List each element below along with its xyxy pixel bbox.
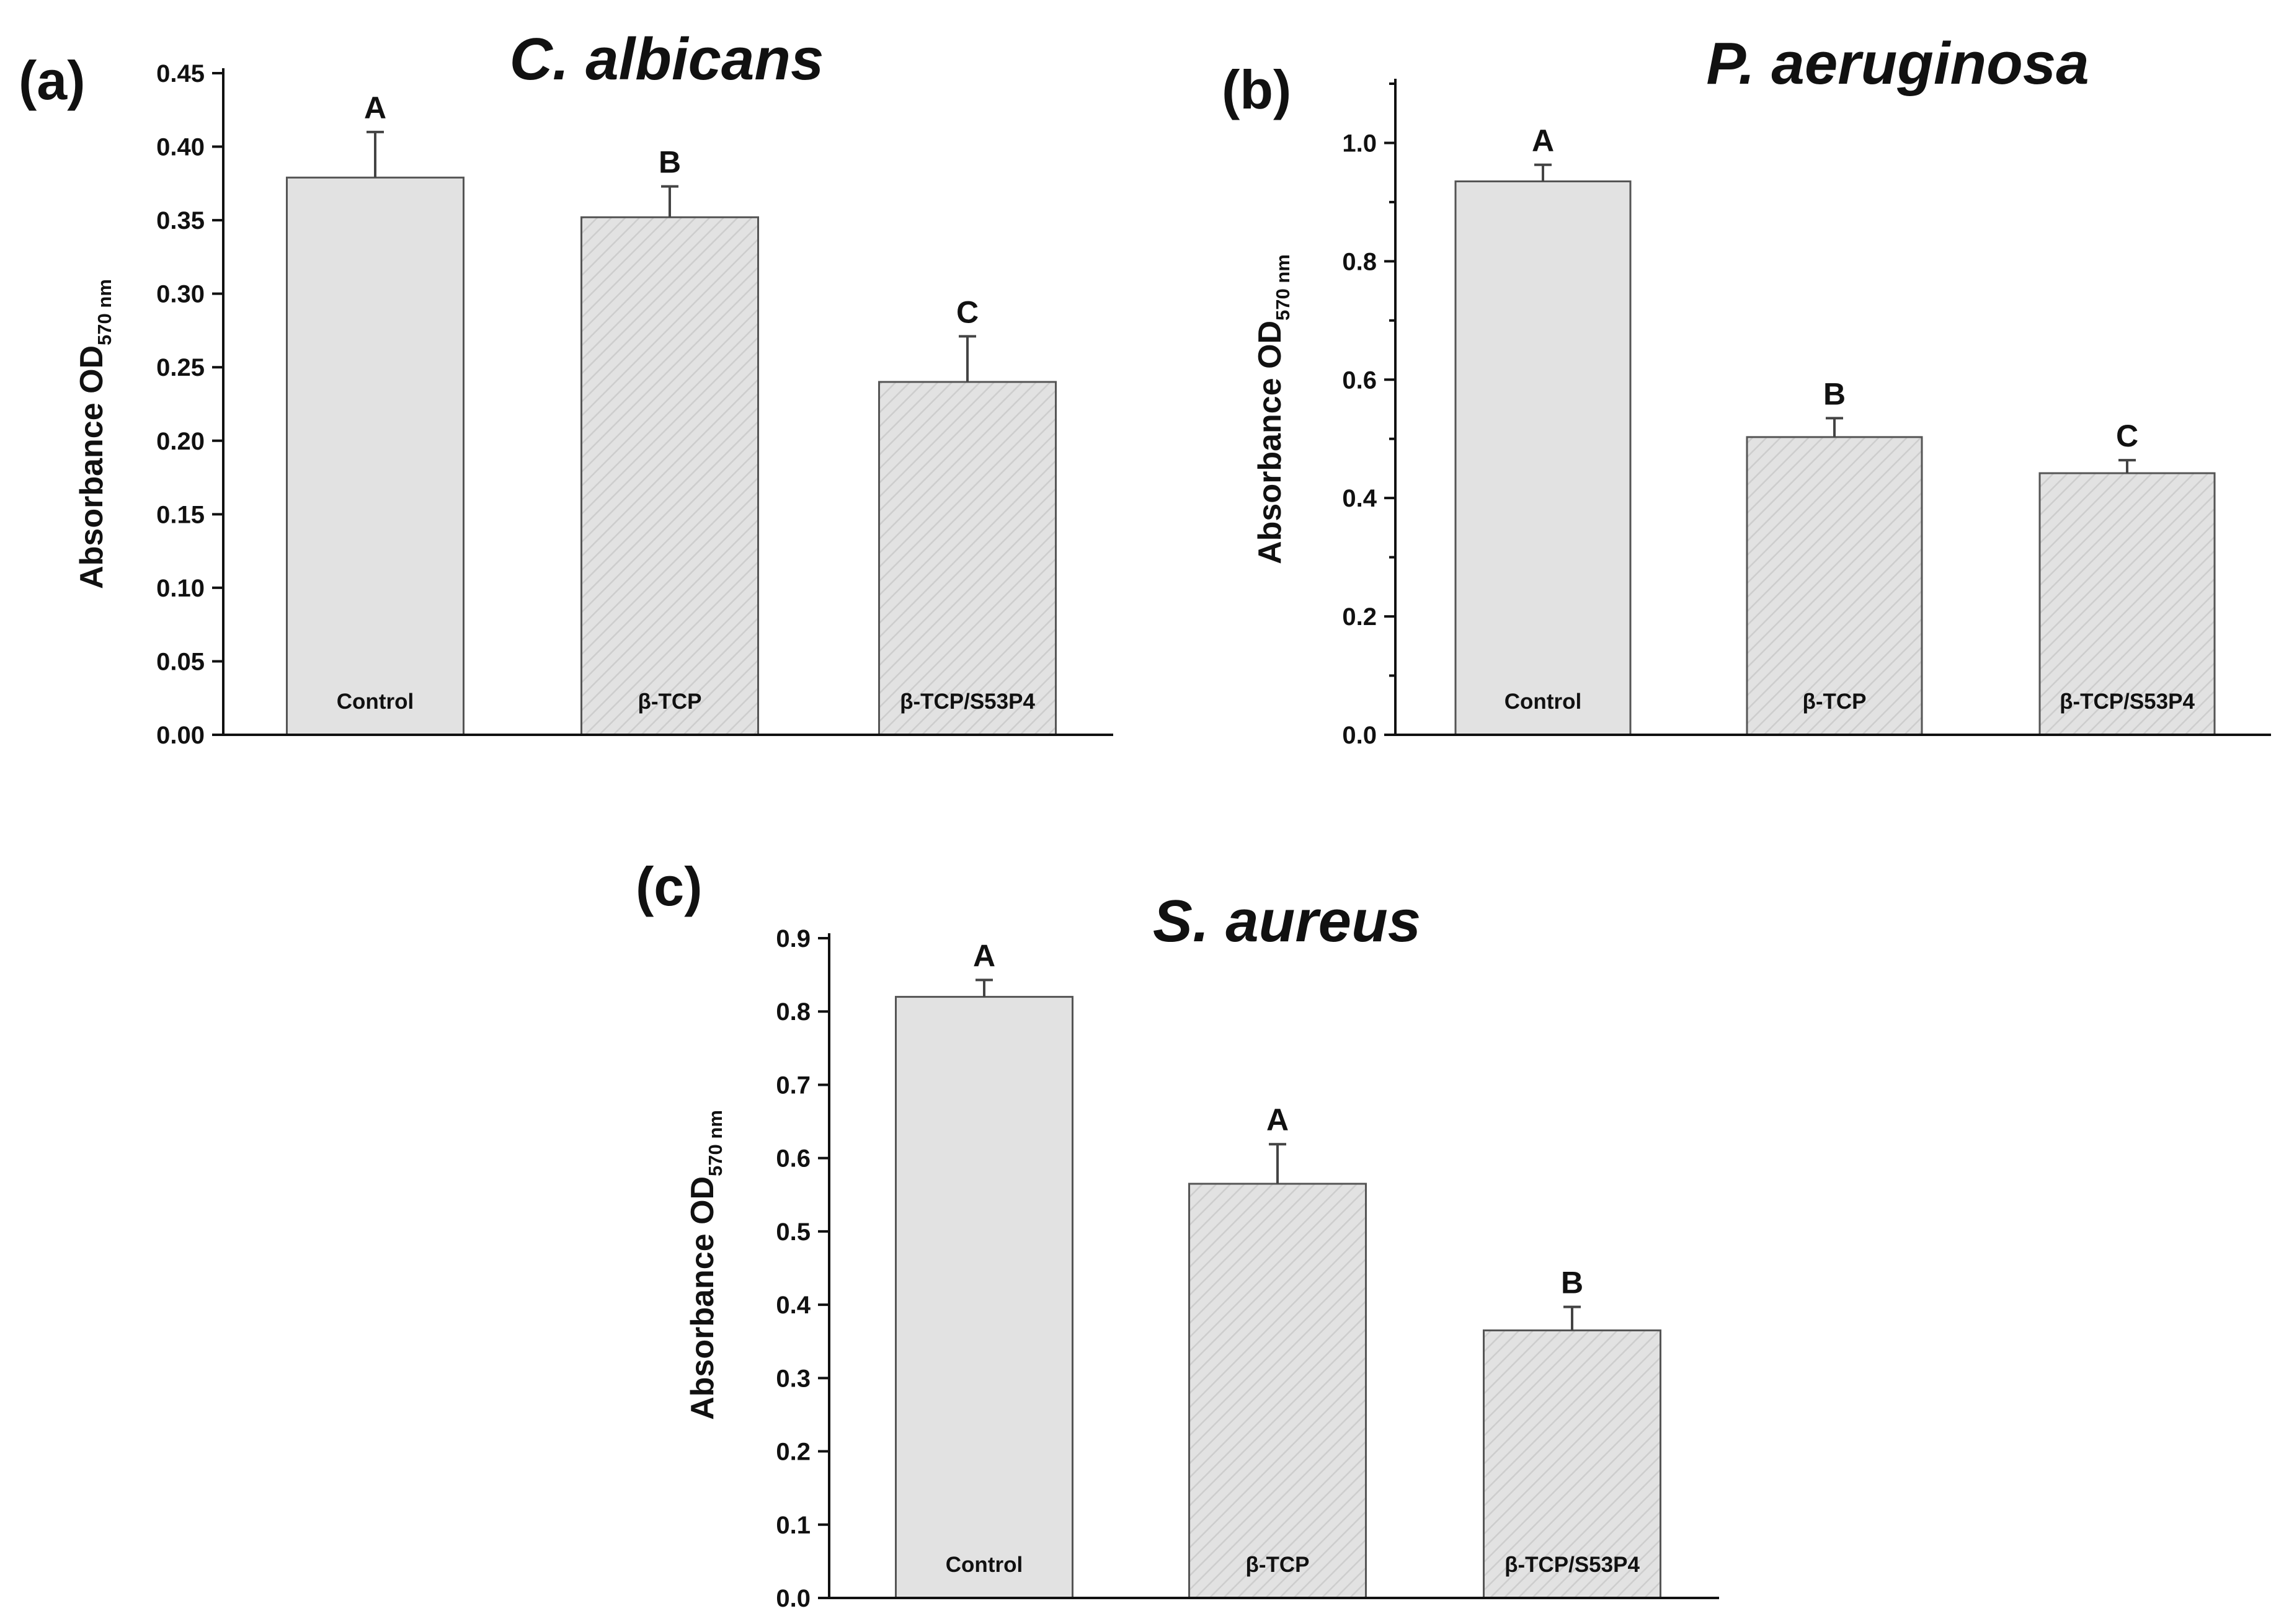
axes [212, 68, 1113, 736]
category-label: Control [337, 690, 414, 714]
y-tick-label: 0.8 [776, 998, 811, 1026]
bar [1483, 1329, 1661, 1599]
panel-label: (a) [19, 50, 86, 111]
category-label: β-TCP [638, 690, 701, 714]
y-tick-label: 0.25 [156, 354, 205, 381]
panel-label: (c) [636, 856, 703, 917]
chart-title: C. albicans [510, 26, 824, 92]
y-axis-ticks: 0.0 0.2 0.4 0.6 0.8 1.0 [1342, 82, 1395, 749]
chart-panel-a: (a) C. albicans Absorbance OD570 nm 0.00… [19, 26, 1113, 749]
y-tick-label: 0.8 [1342, 248, 1377, 275]
panel-label: (b) [1222, 59, 1291, 120]
axes [1384, 79, 2271, 736]
y-tick-label: 0.00 [156, 722, 205, 749]
chart-panel-c: (c) S. aureus Absorbance OD570 nm 0.0 0.1… [636, 856, 1719, 1612]
y-tick-label: 0.15 [156, 501, 205, 528]
y-axis-title-main: Absorbance OD [1252, 321, 1288, 564]
y-tick-label: 0.2 [776, 1439, 811, 1466]
category-label: β-TCP [1802, 690, 1866, 714]
y-tick-label: 0.35 [156, 207, 205, 234]
bar [895, 996, 1073, 1599]
y-tick-label: 0.4 [776, 1292, 811, 1319]
significance-label: B [1823, 376, 1846, 411]
bar-group: A Control Bβ-TCP Cβ-TCP/S53P4 [1454, 123, 2216, 736]
y-tick-label: 0.7 [776, 1072, 811, 1099]
y-tick-label: 0.05 [156, 648, 205, 675]
category-label: Control [1505, 690, 1581, 714]
bar [1454, 180, 1632, 736]
bar [580, 216, 759, 736]
chart-title: P. aeruginosa [1706, 30, 2089, 97]
significance-label: A [1532, 123, 1554, 158]
y-tick-label: 0.2 [1342, 603, 1377, 631]
y-tick-label: 0.30 [156, 281, 205, 308]
chart-title: S. aureus [1153, 888, 1421, 954]
category-label: Control [946, 1553, 1023, 1577]
y-axis-title: Absorbance OD570 nm [74, 279, 115, 589]
y-axis-title-main: Absorbance OD [685, 1176, 721, 1420]
y-tick-label: 0.0 [776, 1585, 811, 1612]
significance-label: A [1266, 1103, 1289, 1137]
bar [1188, 1183, 1367, 1599]
bar-group: A Control Bβ-TCP Cβ-TCP/S53P4 [286, 91, 1057, 736]
y-tick-label: 0.5 [776, 1218, 811, 1246]
y-axis-title-subscript: 570 nm [1272, 254, 1294, 321]
category-label: β-TCP [1245, 1553, 1309, 1577]
significance-label: A [364, 91, 386, 125]
significance-label: B [659, 145, 681, 180]
y-tick-label: 0.45 [156, 60, 205, 87]
category-label: β-TCP/S53P4 [1505, 1553, 1640, 1577]
significance-label: C [956, 295, 979, 329]
bar [286, 176, 464, 736]
y-axis-title-subscript: 570 nm [704, 1110, 726, 1176]
y-tick-label: 0.3 [776, 1365, 811, 1392]
bar [2038, 472, 2216, 736]
y-tick-label: 0.0 [1342, 722, 1377, 749]
chart-panel-b: (b) P. aeruginosa Absorbance OD570 nm 0.… [1222, 30, 2271, 749]
bar-group: A Control Aβ-TCP Bβ-TCP/S53P4 [895, 938, 1661, 1599]
y-axis-title: Absorbance OD570 nm [685, 1110, 726, 1420]
y-tick-label: 0.6 [1342, 366, 1377, 394]
y-tick-label: 0.10 [156, 575, 205, 602]
y-tick-label: 0.1 [776, 1512, 811, 1539]
y-tick-label: 0.4 [1342, 485, 1377, 512]
y-tick-label: 0.20 [156, 428, 205, 455]
y-tick-label: 0.6 [776, 1145, 811, 1173]
category-label: β-TCP/S53P4 [2060, 690, 2195, 714]
bar [1746, 436, 1923, 736]
y-axis-ticks: 0.00 0.05 0.10 0.15 0.20 0.25 0.30 0.35 0.40 0.45 [156, 60, 223, 749]
significance-label: A [973, 938, 995, 973]
significance-label: B [1561, 1266, 1583, 1300]
y-axis-title-subscript: 570 nm [94, 279, 115, 345]
significance-label: C [2116, 419, 2138, 453]
y-axis-title-main: Absorbance OD [74, 345, 110, 589]
y-axis-ticks: 0.0 0.1 0.2 0.3 0.4 0.5 0.6 0.7 0.8 0.9 [776, 925, 829, 1612]
y-axis-title: Absorbance OD570 nm [1252, 254, 1294, 564]
axes [818, 933, 1719, 1599]
y-tick-label: 0.40 [156, 134, 205, 161]
bar [878, 381, 1057, 736]
y-tick-label: 0.9 [776, 925, 811, 952]
y-tick-label: 1.0 [1342, 130, 1377, 157]
category-label: β-TCP/S53P4 [900, 690, 1035, 714]
